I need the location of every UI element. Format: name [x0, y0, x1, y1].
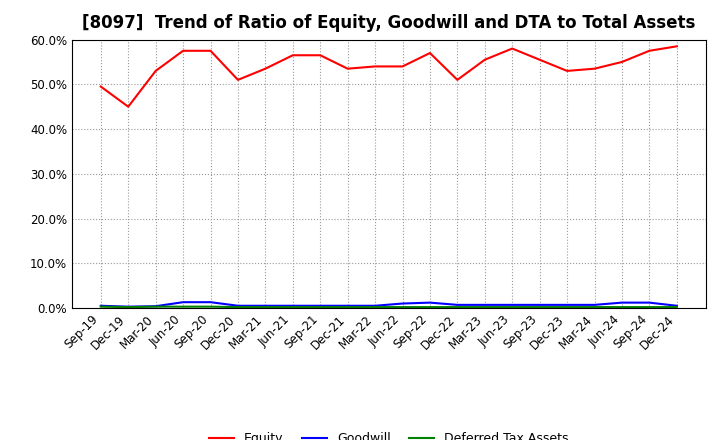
Goodwill	[508, 302, 516, 308]
Equity	[316, 53, 325, 58]
Equity	[536, 57, 544, 62]
Equity	[508, 46, 516, 51]
Goodwill	[590, 302, 599, 308]
Title: [8097]  Trend of Ratio of Equity, Goodwill and DTA to Total Assets: [8097] Trend of Ratio of Equity, Goodwil…	[82, 15, 696, 33]
Deferred Tax Assets	[590, 304, 599, 310]
Equity	[179, 48, 187, 53]
Deferred Tax Assets	[536, 304, 544, 310]
Goodwill	[124, 304, 132, 309]
Equity	[124, 104, 132, 109]
Deferred Tax Assets	[672, 304, 681, 310]
Deferred Tax Assets	[289, 304, 297, 310]
Equity	[563, 68, 572, 73]
Goodwill	[289, 303, 297, 308]
Goodwill	[563, 302, 572, 308]
Deferred Tax Assets	[480, 304, 489, 310]
Goodwill	[179, 300, 187, 305]
Goodwill	[151, 304, 160, 309]
Deferred Tax Assets	[261, 304, 270, 310]
Deferred Tax Assets	[618, 304, 626, 310]
Goodwill	[672, 303, 681, 308]
Goodwill	[316, 303, 325, 308]
Equity	[426, 50, 434, 55]
Equity	[645, 48, 654, 53]
Deferred Tax Assets	[316, 304, 325, 310]
Equity	[618, 59, 626, 65]
Equity	[371, 64, 379, 69]
Line: Goodwill: Goodwill	[101, 302, 677, 307]
Deferred Tax Assets	[645, 304, 654, 310]
Goodwill	[426, 300, 434, 305]
Deferred Tax Assets	[343, 304, 352, 310]
Deferred Tax Assets	[179, 304, 187, 309]
Goodwill	[536, 302, 544, 308]
Deferred Tax Assets	[563, 304, 572, 310]
Goodwill	[480, 302, 489, 308]
Equity	[343, 66, 352, 71]
Goodwill	[96, 303, 105, 308]
Equity	[672, 44, 681, 49]
Equity	[480, 57, 489, 62]
Equity	[151, 68, 160, 73]
Goodwill	[261, 303, 270, 308]
Deferred Tax Assets	[96, 304, 105, 309]
Equity	[289, 53, 297, 58]
Goodwill	[371, 303, 379, 308]
Deferred Tax Assets	[508, 304, 516, 310]
Equity	[233, 77, 242, 82]
Legend: Equity, Goodwill, Deferred Tax Assets: Equity, Goodwill, Deferred Tax Assets	[204, 427, 574, 440]
Equity	[453, 77, 462, 82]
Goodwill	[645, 300, 654, 305]
Line: Equity: Equity	[101, 46, 677, 106]
Goodwill	[233, 303, 242, 308]
Goodwill	[618, 300, 626, 305]
Goodwill	[398, 301, 407, 306]
Goodwill	[206, 300, 215, 305]
Equity	[261, 66, 270, 71]
Deferred Tax Assets	[371, 304, 379, 310]
Equity	[96, 84, 105, 89]
Deferred Tax Assets	[453, 304, 462, 310]
Deferred Tax Assets	[398, 304, 407, 310]
Equity	[206, 48, 215, 53]
Goodwill	[343, 303, 352, 308]
Goodwill	[453, 302, 462, 308]
Equity	[590, 66, 599, 71]
Deferred Tax Assets	[206, 304, 215, 309]
Deferred Tax Assets	[124, 304, 132, 310]
Deferred Tax Assets	[151, 304, 160, 309]
Deferred Tax Assets	[426, 304, 434, 310]
Deferred Tax Assets	[233, 304, 242, 310]
Equity	[398, 64, 407, 69]
